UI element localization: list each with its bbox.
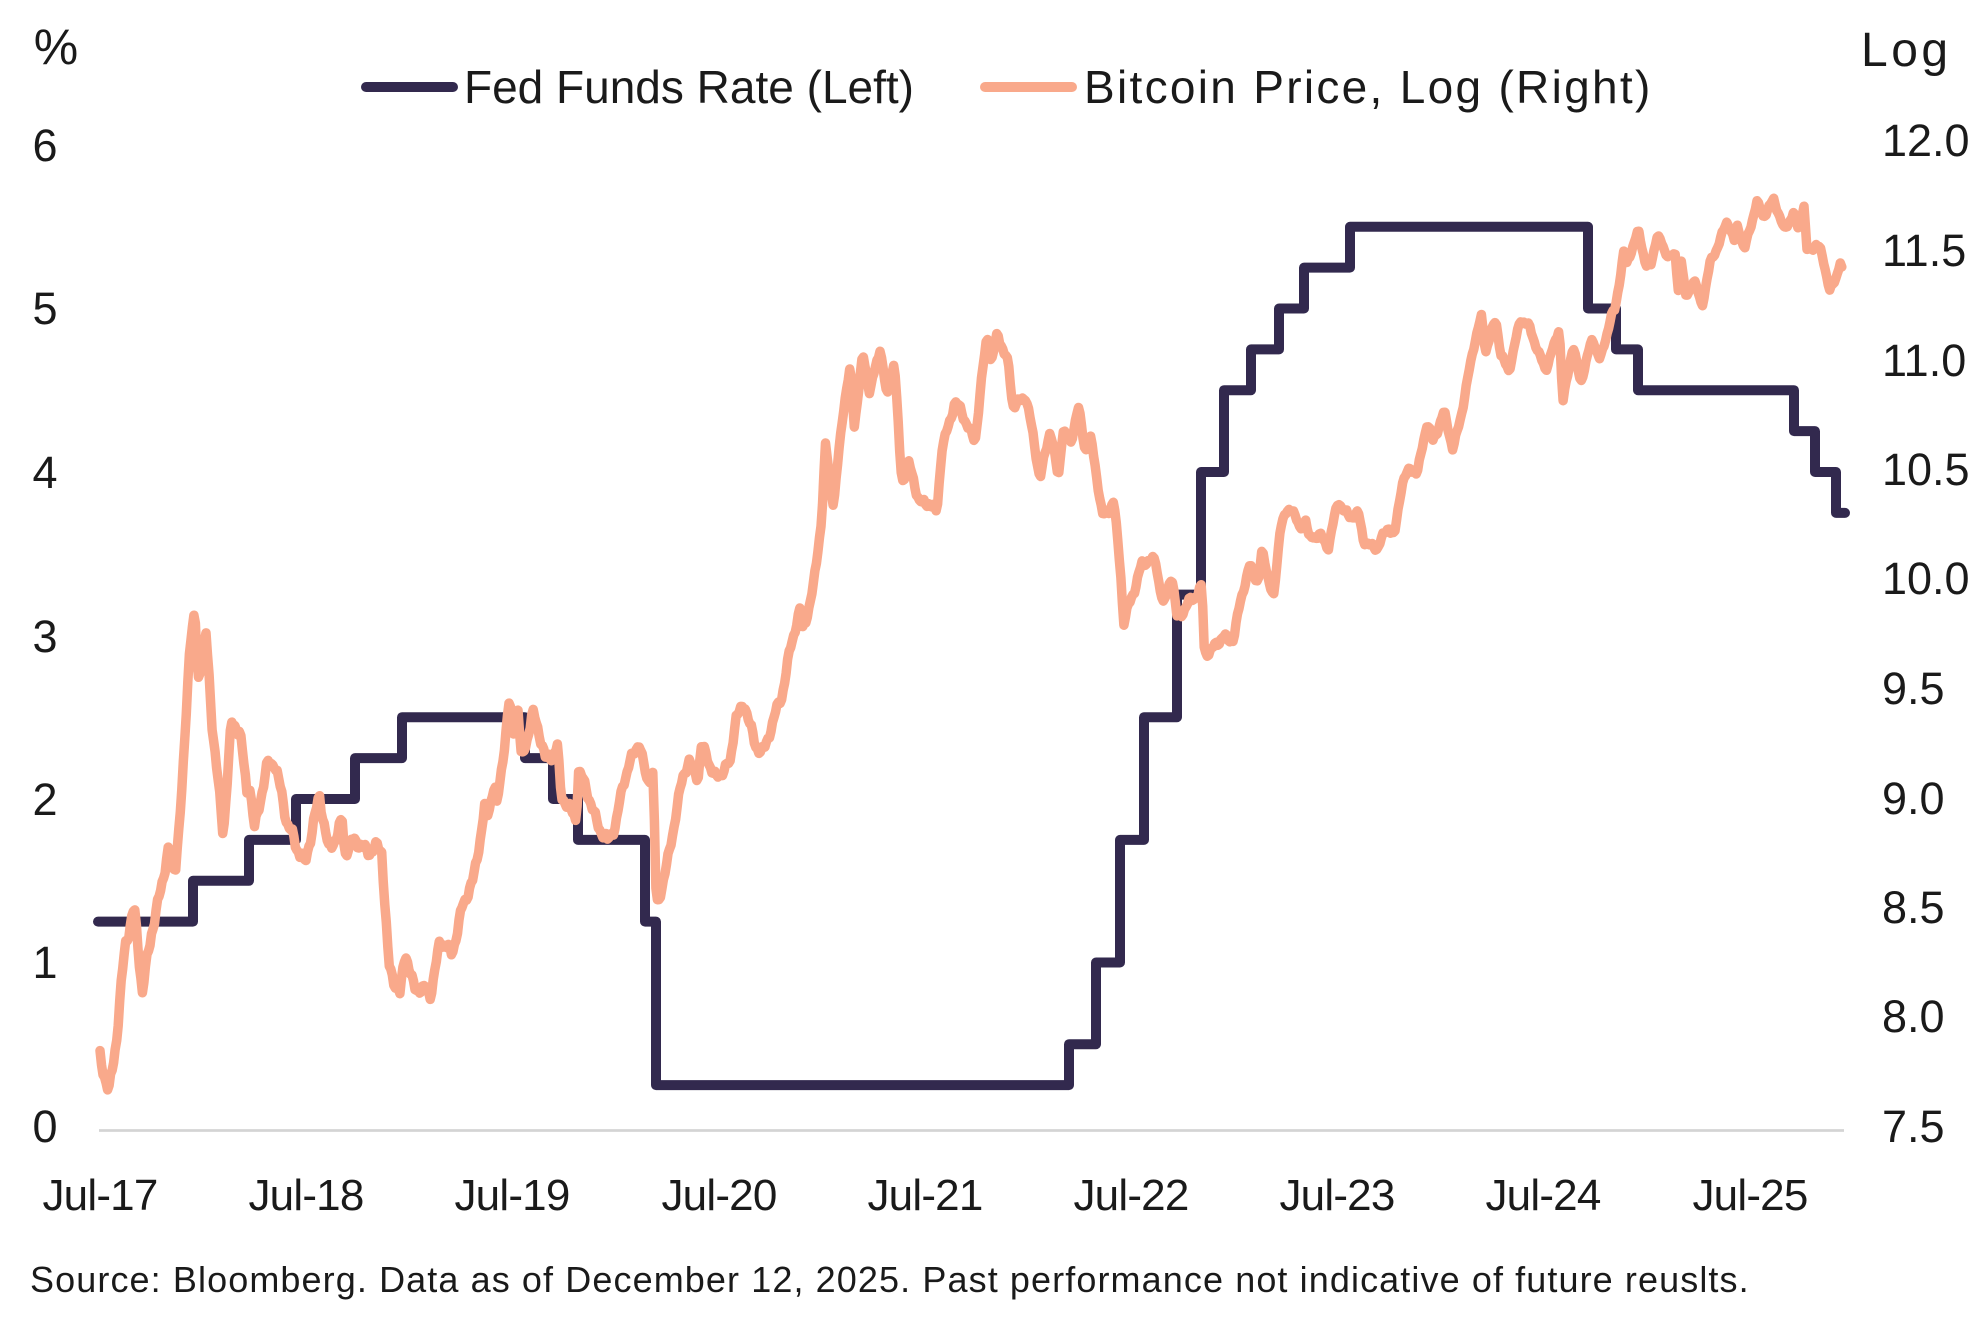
svg-text:Jul-25: Jul-25 xyxy=(1692,1171,1807,1220)
svg-text:7.5: 7.5 xyxy=(1882,1101,1945,1152)
svg-text:Jul-24: Jul-24 xyxy=(1485,1171,1600,1220)
svg-text:9.5: 9.5 xyxy=(1882,663,1945,714)
svg-text:Jul-19: Jul-19 xyxy=(454,1171,569,1220)
svg-text:Jul-18: Jul-18 xyxy=(248,1171,363,1220)
svg-text:Bitcoin Price, Log (Right): Bitcoin Price, Log (Right) xyxy=(1084,61,1653,113)
svg-text:5: 5 xyxy=(32,283,57,334)
svg-text:Fed Funds Rate (Left): Fed Funds Rate (Left) xyxy=(464,61,914,113)
svg-text:Source: Bloomberg. Data as of: Source: Bloomberg. Data as of December 1… xyxy=(30,1259,1750,1300)
svg-text:9.0: 9.0 xyxy=(1882,773,1945,824)
svg-text:2: 2 xyxy=(32,774,57,825)
svg-text:4: 4 xyxy=(32,447,57,498)
svg-text:11.5: 11.5 xyxy=(1882,225,1966,276)
svg-text:Log: Log xyxy=(1861,24,1952,77)
svg-text:12.0: 12.0 xyxy=(1882,115,1970,166)
svg-text:Jul-22: Jul-22 xyxy=(1073,1171,1188,1220)
svg-text:8.5: 8.5 xyxy=(1882,882,1945,933)
svg-text:10.5: 10.5 xyxy=(1882,444,1970,495)
svg-text:8.0: 8.0 xyxy=(1882,991,1945,1042)
svg-text:Jul-23: Jul-23 xyxy=(1279,1171,1394,1220)
svg-text:10.0: 10.0 xyxy=(1882,553,1970,604)
svg-text:Jul-21: Jul-21 xyxy=(867,1171,982,1220)
svg-text:%: % xyxy=(34,19,78,75)
svg-text:6: 6 xyxy=(32,120,57,171)
svg-text:Jul-20: Jul-20 xyxy=(661,1171,776,1220)
svg-text:11.0: 11.0 xyxy=(1882,335,1966,386)
svg-text:1: 1 xyxy=(32,937,57,988)
svg-text:3: 3 xyxy=(32,611,57,662)
svg-text:0: 0 xyxy=(32,1101,57,1152)
svg-text:Jul-17: Jul-17 xyxy=(42,1171,157,1220)
